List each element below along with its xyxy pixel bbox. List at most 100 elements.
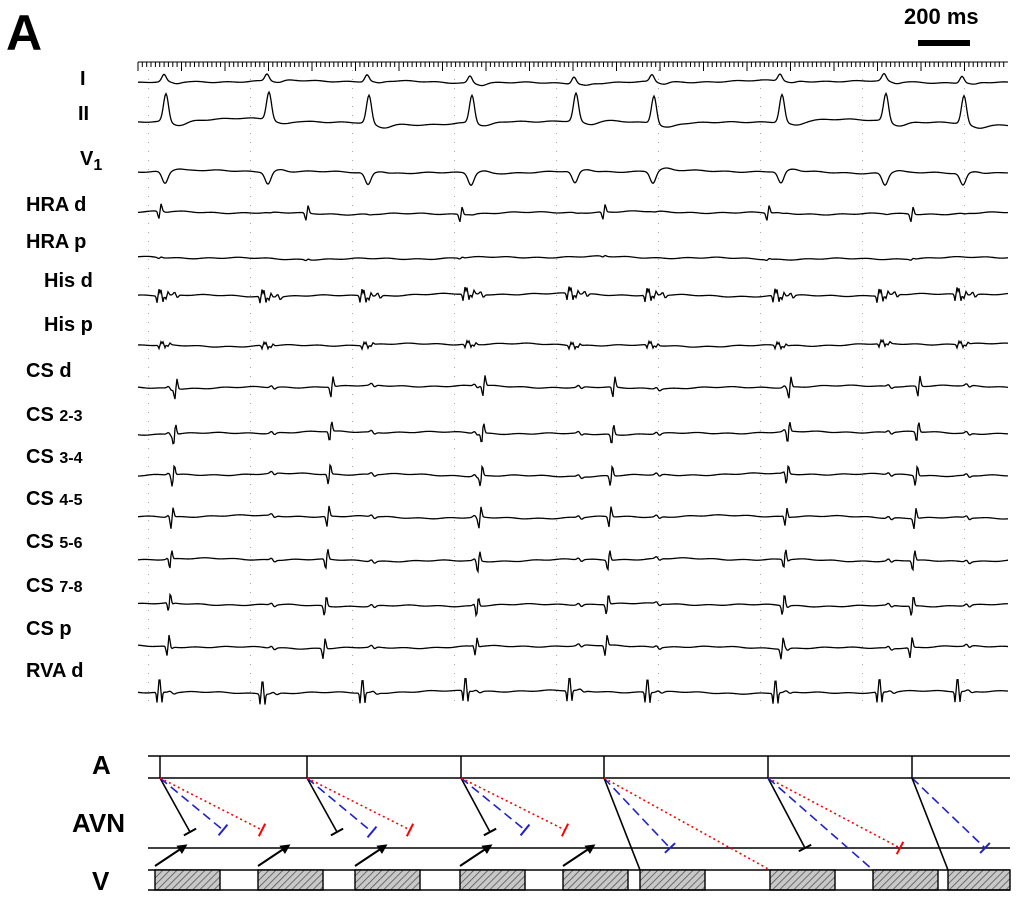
- grid-dot: [760, 169, 761, 170]
- grid-dot: [964, 448, 965, 449]
- label-lead-II: II: [78, 103, 90, 125]
- grid-dot: [964, 466, 965, 467]
- grid-dot: [760, 277, 761, 278]
- grid-dot: [964, 664, 965, 665]
- grid-dot: [352, 124, 353, 125]
- grid-dot: [658, 376, 659, 377]
- grid-dot: [556, 511, 557, 512]
- grid-dot: [556, 232, 557, 233]
- grid-dot: [658, 628, 659, 629]
- grid-dot: [658, 520, 659, 521]
- grid-dot: [148, 493, 149, 494]
- grid-dot: [556, 322, 557, 323]
- grid-dot: [964, 565, 965, 566]
- grid-dot: [862, 646, 863, 647]
- grid-dot: [964, 241, 965, 242]
- grid-dot: [658, 529, 659, 530]
- grid-dot: [454, 394, 455, 395]
- grid-dot: [862, 286, 863, 287]
- grid-dot: [454, 106, 455, 107]
- grid-dot: [454, 187, 455, 188]
- grid-dot: [250, 358, 251, 359]
- grid-dot: [760, 592, 761, 593]
- grid-dot: [862, 358, 863, 359]
- grid-dot: [148, 349, 149, 350]
- grid-dot: [658, 241, 659, 242]
- grid-dot: [862, 556, 863, 557]
- trace-hra-d: [137, 203, 1009, 223]
- grid-dot: [454, 664, 455, 665]
- trace-his-d: [137, 286, 1009, 304]
- ladder-label-avn: AVN: [72, 808, 125, 838]
- grid-dot: [352, 403, 353, 404]
- grid-dot: [862, 214, 863, 215]
- grid-dot: [760, 394, 761, 395]
- grid-dot: [454, 322, 455, 323]
- avn-block-line-8: [460, 777, 566, 831]
- grid-dot: [658, 385, 659, 386]
- avn-block-line-11: [767, 777, 901, 849]
- grid-dot: [556, 115, 557, 116]
- grid-dot: [556, 610, 557, 611]
- grid-dot: [862, 196, 863, 197]
- grid-dot: [250, 439, 251, 440]
- grid-dot: [148, 502, 149, 503]
- grid-dot: [658, 223, 659, 224]
- grid-dot: [148, 358, 149, 359]
- grid-dot: [352, 70, 353, 71]
- grid-dot: [250, 187, 251, 188]
- grid-dot: [352, 304, 353, 305]
- grid-dot: [658, 466, 659, 467]
- grid-dot: [760, 538, 761, 539]
- grid-dot: [964, 232, 965, 233]
- ventricular-activation-5: [639, 869, 706, 891]
- label-cs-d: CS d: [26, 360, 72, 382]
- grid-dot: [862, 79, 863, 80]
- grid-dot: [556, 565, 557, 566]
- grid-dot: [352, 565, 353, 566]
- grid-dot: [352, 574, 353, 575]
- grid-dot: [658, 547, 659, 548]
- grid-dot: [760, 142, 761, 143]
- grid-dot: [556, 421, 557, 422]
- label-cs-2-3: CS 2-3: [26, 404, 83, 426]
- grid-dot: [862, 682, 863, 683]
- grid-dot: [352, 556, 353, 557]
- grid-dot: [556, 214, 557, 215]
- grid-dot: [964, 583, 965, 584]
- grid-dot: [964, 439, 965, 440]
- grid-dot: [760, 655, 761, 656]
- avn-block-line-6: [460, 777, 491, 833]
- grid-dot: [454, 412, 455, 413]
- grid-dot: [556, 628, 557, 629]
- grid-dot: [760, 691, 761, 692]
- grid-dot: [964, 187, 965, 188]
- grid-dot: [250, 250, 251, 251]
- grid-dot: [250, 196, 251, 197]
- grid-dot: [964, 196, 965, 197]
- grid-dot: [352, 421, 353, 422]
- grid-dot: [148, 340, 149, 341]
- avn-block-line-12-block: [979, 842, 991, 854]
- grid-dot: [352, 412, 353, 413]
- trace-cs-2-3: [137, 421, 1009, 445]
- grid-dot: [760, 664, 761, 665]
- grid-dot: [658, 232, 659, 233]
- grid-dot: [964, 502, 965, 503]
- grid-dot: [454, 340, 455, 341]
- grid-dot: [964, 682, 965, 683]
- grid-dot: [352, 394, 353, 395]
- grid-dot: [658, 511, 659, 512]
- grid-dot: [250, 583, 251, 584]
- grid-dot: [862, 250, 863, 251]
- grid-dot: [148, 304, 149, 305]
- grid-dot: [250, 664, 251, 665]
- grid-dot: [250, 178, 251, 179]
- label-cs-7-8: CS 7-8: [26, 575, 83, 597]
- grid-dot: [352, 376, 353, 377]
- grid-dot: [250, 700, 251, 701]
- grid-dot: [148, 403, 149, 404]
- grid-dot: [454, 115, 455, 116]
- grid-dot: [556, 691, 557, 692]
